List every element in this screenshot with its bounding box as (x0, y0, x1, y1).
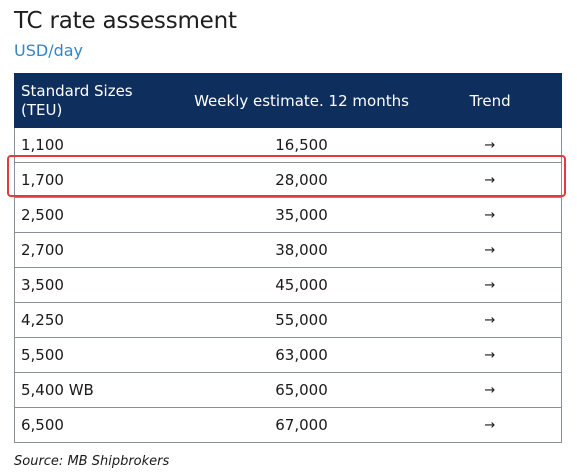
trend-arrow-icon: → (418, 337, 562, 373)
table-row: 5,500 63,000 → (14, 337, 562, 373)
cell-size: 5,500 (14, 337, 185, 373)
cell-size: 6,500 (14, 407, 185, 443)
page-title: TC rate assessment (14, 8, 237, 34)
cell-estimate: 65,000 (184, 372, 419, 408)
cell-estimate: 67,000 (184, 407, 419, 443)
trend-arrow-icon: → (418, 407, 562, 443)
table-row-highlighted: 1,700 28,000 → (14, 162, 562, 198)
column-header-sizes-line2: (TEU) (21, 100, 63, 119)
cell-estimate: 45,000 (184, 267, 419, 303)
column-header-trend: Trend (418, 73, 562, 128)
trend-arrow-icon: → (418, 232, 562, 268)
column-header-sizes: Standard Sizes (TEU) (14, 73, 185, 128)
cell-estimate: 28,000 (184, 162, 419, 198)
table-row: 1,100 16,500 → (14, 127, 562, 163)
source-note: Source: MB Shipbrokers (14, 454, 170, 469)
cell-estimate: 55,000 (184, 302, 419, 338)
table-row: 3,500 45,000 → (14, 267, 562, 303)
table-row: 2,500 35,000 → (14, 197, 562, 233)
page-subtitle: USD/day (14, 41, 84, 60)
cell-estimate: 16,500 (184, 127, 419, 163)
cell-size: 3,500 (14, 267, 185, 303)
cell-size: 4,250 (14, 302, 185, 338)
cell-estimate: 63,000 (184, 337, 419, 373)
trend-arrow-icon: → (418, 162, 562, 198)
cell-size: 1,100 (14, 127, 185, 163)
cell-size: 2,700 (14, 232, 185, 268)
rate-table: Standard Sizes (TEU) Weekly estimate. 12… (14, 73, 562, 443)
cell-size: 5,400 WB (14, 372, 185, 408)
column-header-sizes-line1: Standard Sizes (21, 81, 133, 100)
trend-arrow-icon: → (418, 372, 562, 408)
table-row: 4,250 55,000 → (14, 302, 562, 338)
cell-estimate: 35,000 (184, 197, 419, 233)
cell-estimate: 38,000 (184, 232, 419, 268)
trend-arrow-icon: → (418, 267, 562, 303)
table-row: 6,500 67,000 → (14, 407, 562, 443)
table-header-row: Standard Sizes (TEU) Weekly estimate. 12… (14, 73, 562, 128)
cell-size: 1,700 (14, 162, 185, 198)
trend-arrow-icon: → (418, 302, 562, 338)
column-header-estimate: Weekly estimate. 12 months (183, 73, 420, 128)
table-row: 2,700 38,000 → (14, 232, 562, 268)
table-row: 5,400 WB 65,000 → (14, 372, 562, 408)
trend-arrow-icon: → (418, 197, 562, 233)
cell-size: 2,500 (14, 197, 185, 233)
trend-arrow-icon: → (418, 127, 562, 163)
